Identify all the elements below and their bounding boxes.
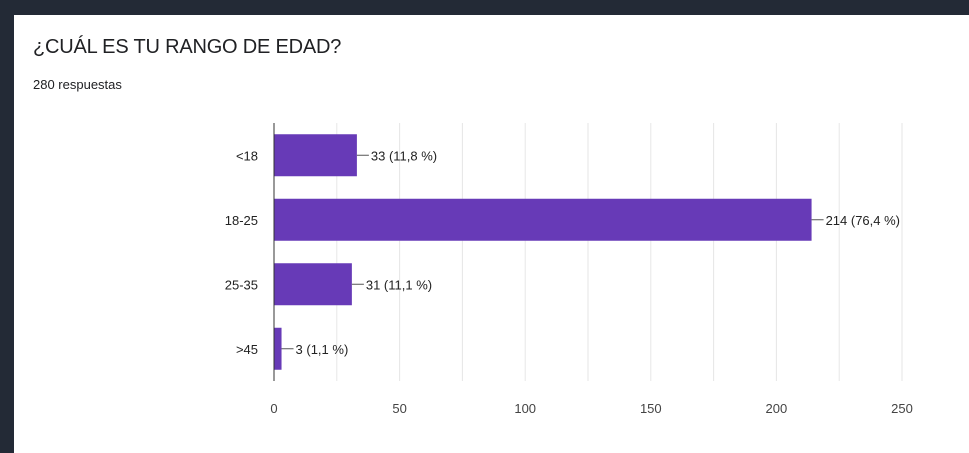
axes: 0 50 100 150 200 250 <18 33 (11,8 %) 18-25 214 (7… [225,123,913,416]
x-tick-label: 250 [891,401,913,416]
chart-card: ¿CUÁL ES TU RANGO DE EDAD? 280 respuesta… [14,15,969,453]
bar-chart: 0 50 100 150 200 250 <18 33 (11,8 %) 18-25 214 (7… [225,123,913,416]
x-tick-label: 0 [270,401,277,416]
response-count: 280 respuestas [33,77,122,92]
category-label: 18-25 [225,213,258,228]
data-label: 33 (11,8 %) [371,148,437,163]
bar [274,134,357,177]
grid-lines [273,123,903,381]
x-tick-label: 100 [514,401,536,416]
x-tick-label: 50 [392,401,406,416]
bar [274,327,282,370]
bars [274,134,812,370]
data-label: 31 (11,1 %) [366,277,432,292]
chart-title: ¿CUÁL ES TU RANGO DE EDAD? [33,36,342,58]
category-label: >45 [236,342,258,357]
x-tick-label: 150 [640,401,662,416]
data-label: 214 (76,4 %) [826,213,900,228]
category-label: 25-35 [225,277,258,292]
bar [274,198,812,241]
category-label: <18 [236,148,258,163]
data-label: 3 (1,1 %) [296,342,349,357]
x-tick-label: 200 [766,401,788,416]
bar [274,263,352,306]
